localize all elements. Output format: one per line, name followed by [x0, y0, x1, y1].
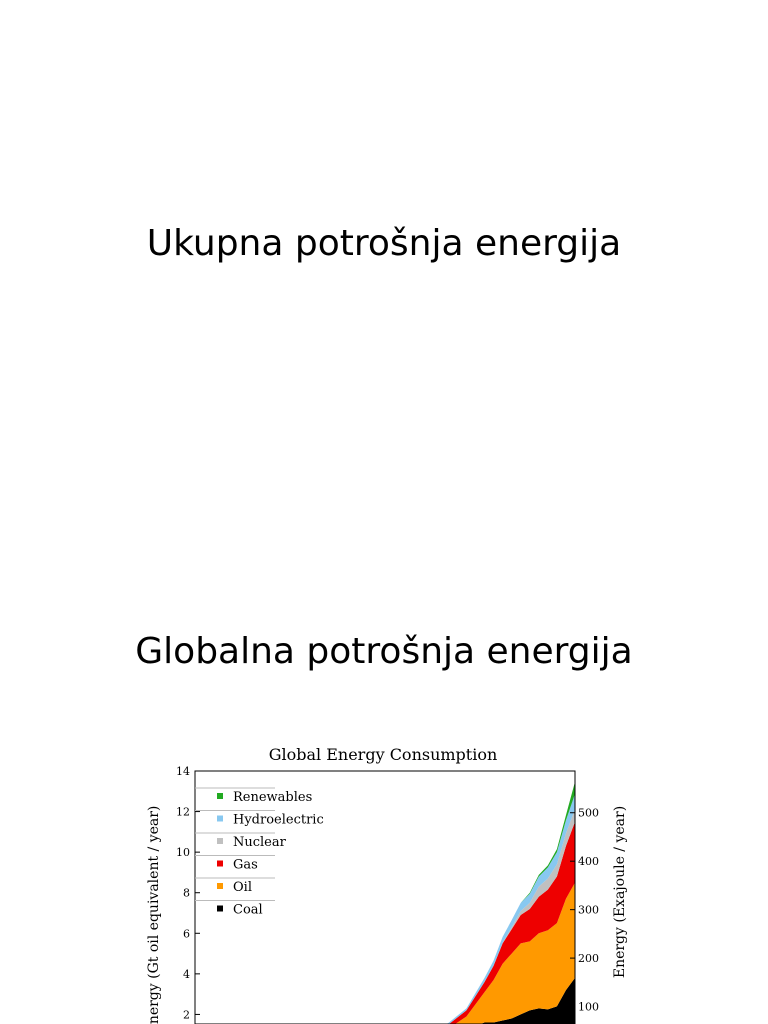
y-tick-left-label: 8	[183, 887, 190, 900]
y-axis-right: 100 200 300 400 500	[570, 807, 599, 1014]
y-tick-right-label: 300	[578, 904, 599, 917]
y-tick-left-label: 10	[176, 846, 190, 859]
legend-label-nuclear: Nuclear	[233, 835, 287, 850]
y-axis-left: 2 4 6 8 10 12 14	[176, 765, 200, 1021]
legend-swatch-renewables	[217, 793, 223, 799]
y-tick-left-label: 14	[176, 765, 190, 778]
area-oil	[455, 882, 575, 1024]
area-gas	[449, 821, 575, 1024]
y-tick-right-label: 500	[578, 807, 599, 820]
y-tick-left-label: 6	[183, 927, 190, 940]
legend-label-hydroelectric: Hydroelectric	[233, 813, 324, 828]
y-axis-right-label: Energy (Exajoule / year)	[612, 806, 628, 978]
legend-swatch-gas	[217, 860, 223, 867]
chart-legend: Renewables Hydroelectric Nuclear Gas Oil Coal	[195, 787, 324, 918]
y-tick-right-label: 400	[578, 855, 599, 868]
y-tick-right-label: 200	[578, 952, 599, 965]
area-coal	[480, 977, 575, 1024]
chart-title: Global Energy Consumption	[269, 745, 498, 764]
y-tick-right-label: 100	[578, 1001, 599, 1014]
legend-label-coal: Coal	[233, 903, 263, 918]
chart-areas	[446, 781, 575, 1024]
energy-chart: Global Energy Consumption 2 4 6 8 10 12 14 100…	[146, 745, 628, 1024]
slide-title-top: Ukupna potrošnja energija	[146, 223, 622, 264]
legend-label-gas: Gas	[233, 858, 258, 873]
legend-swatch-hydroelectric	[217, 815, 223, 822]
y-axis-left-label: Energy (Gt oil equivalent / year)	[146, 806, 162, 1024]
legend-label-renewables: Renewables	[233, 790, 312, 805]
plot-frame	[194, 770, 576, 1024]
legend-label-oil: Oil	[233, 880, 252, 895]
legend-swatch-oil	[217, 883, 223, 889]
slide-title-bottom: Globalna potrošnja energija	[135, 631, 633, 672]
y-tick-left-label: 2	[183, 1008, 190, 1021]
legend-swatch-nuclear	[217, 838, 223, 844]
y-tick-left-label: 4	[183, 968, 190, 981]
y-tick-left-label: 12	[176, 806, 190, 819]
legend-swatch-coal	[217, 905, 223, 912]
